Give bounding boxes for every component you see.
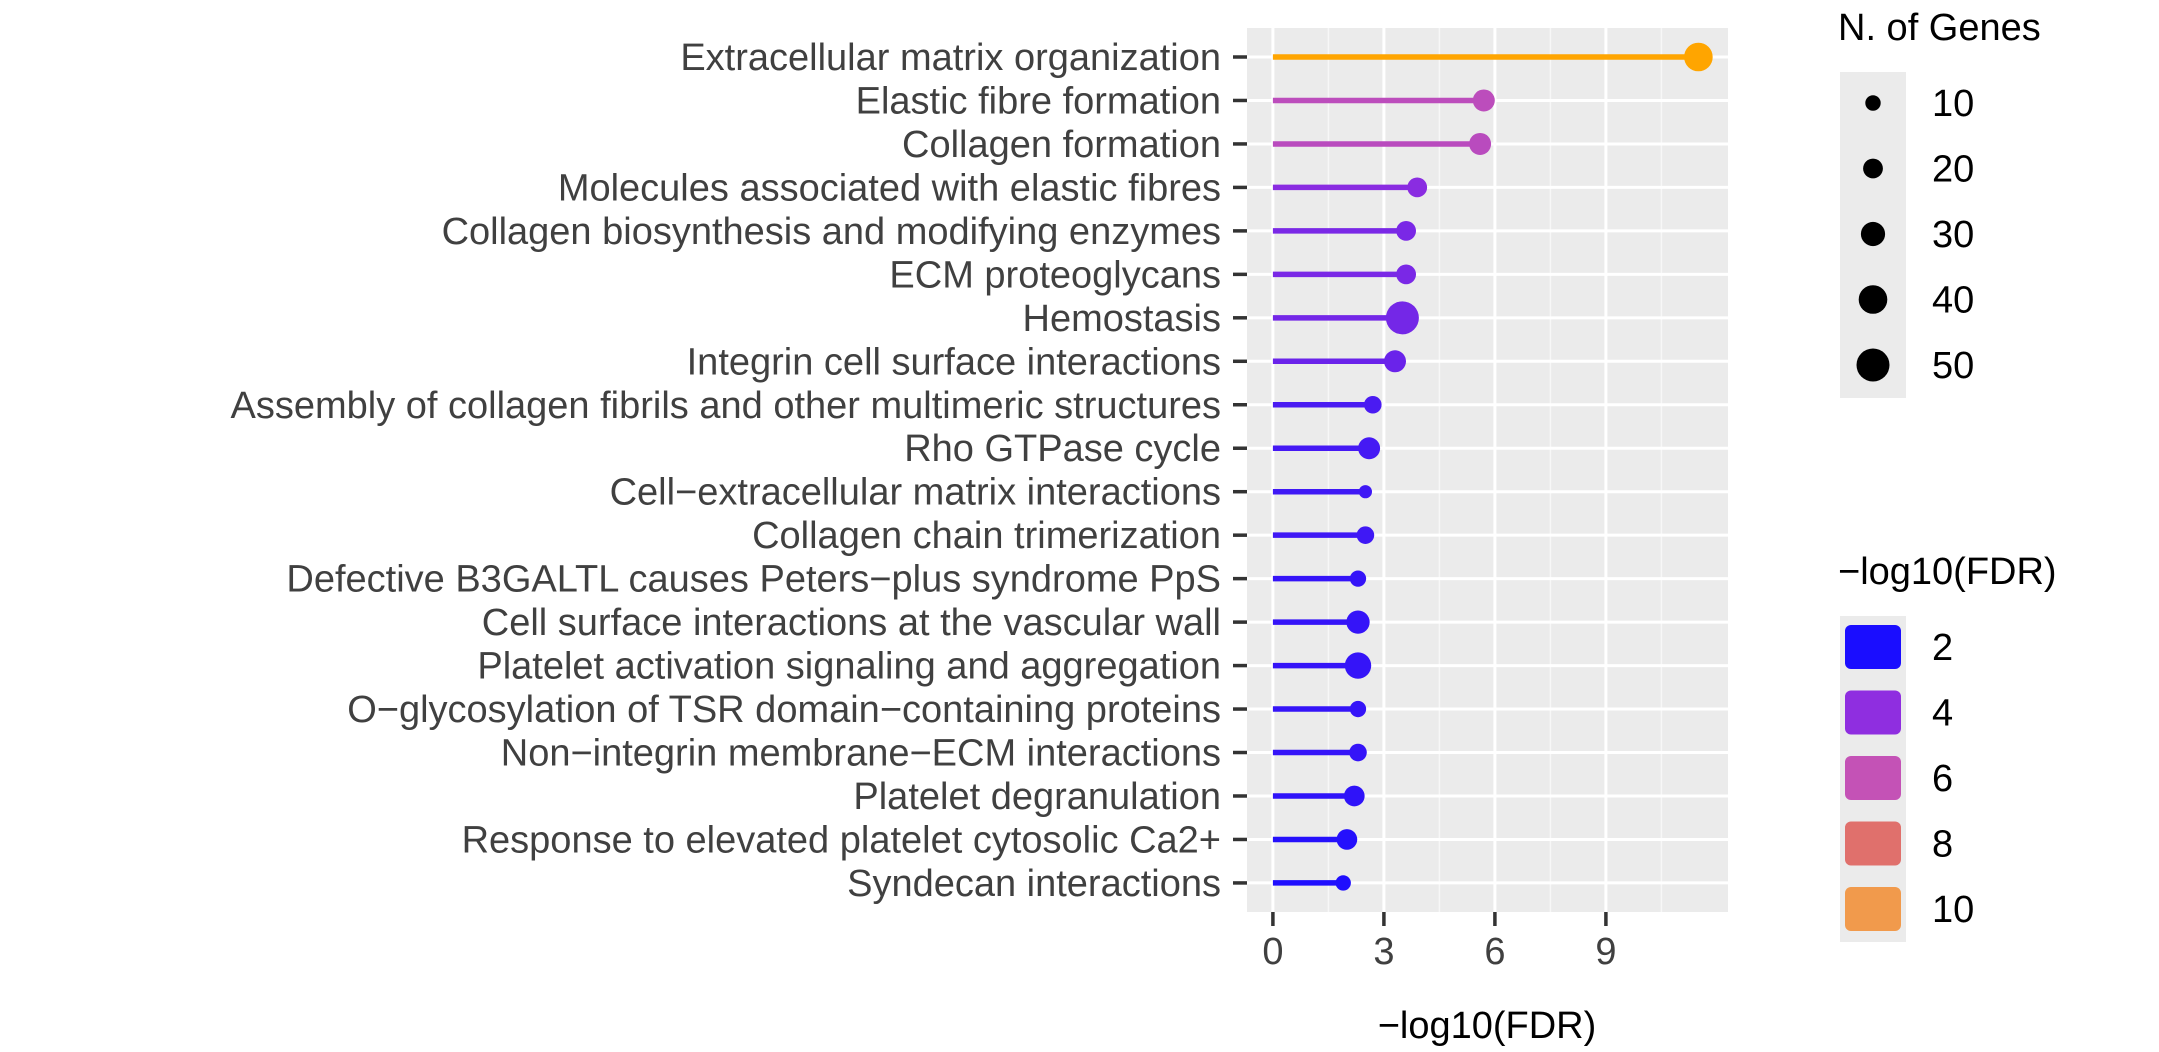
category-label: Collagen chain trimerization	[752, 515, 1221, 557]
color-legend-label: 4	[1932, 693, 1953, 735]
color-legend-key	[1845, 690, 1901, 735]
y-axis: Extracellular matrix organizationElastic…	[231, 37, 1247, 905]
size-legend-title: N. of Genes	[1838, 7, 2041, 49]
size-legend-key	[1856, 348, 1890, 382]
category-label: Platelet activation signaling and aggreg…	[477, 646, 1221, 688]
lollipop-series	[1272, 42, 1713, 891]
size-legend-key	[1860, 221, 1886, 247]
size-legend: N. of Genes 10 20 30 40 50	[1838, 7, 2041, 398]
size-legend-label: 20	[1932, 149, 1974, 191]
lollipop-point	[1472, 89, 1495, 112]
size-legend-label: 40	[1932, 280, 1974, 322]
lollipop-point	[1343, 785, 1365, 807]
color-legend-key	[1845, 821, 1901, 866]
size-legend-key	[1863, 158, 1883, 179]
lollipop-point	[1356, 526, 1375, 544]
category-label: O−glycosylation of TSR domain−containing…	[347, 689, 1221, 731]
category-label: Response to elevated platelet cytosolic …	[462, 819, 1221, 861]
size-legend-label: 10	[1932, 83, 1974, 125]
x-tick-label: 6	[1484, 931, 1505, 973]
category-label: Rho GTPase cycle	[904, 428, 1221, 470]
category-label: ECM proteoglycans	[889, 254, 1221, 296]
lollipop-point	[1407, 177, 1428, 198]
size-legend-label: 50	[1932, 345, 1974, 387]
size-legend-key	[1858, 285, 1888, 314]
lollipop-point	[1396, 220, 1416, 241]
lollipop-point	[1358, 437, 1381, 460]
x-axis-title: −log10(FDR)	[1378, 1005, 1597, 1047]
color-legend-label: 2	[1932, 627, 1953, 669]
category-label: Non−integrin membrane−ECM interactions	[501, 733, 1221, 775]
category-label: Integrin cell surface interactions	[687, 341, 1221, 383]
color-legend-label: 10	[1932, 889, 1974, 931]
lollipop-point	[1344, 652, 1372, 679]
category-label: Cell−extracellular matrix interactions	[610, 472, 1221, 514]
color-legend-label: 8	[1932, 824, 1953, 866]
color-legend-key	[1845, 625, 1901, 669]
color-legend-label: 6	[1932, 758, 1953, 800]
lollipop-point	[1385, 301, 1419, 335]
color-legend: −log10(FDR) 2 4 6 8 10	[1838, 551, 2057, 942]
lollipop-point	[1358, 485, 1372, 499]
category-label: Defective B3GALTL causes Peters−plus syn…	[286, 559, 1221, 601]
color-legend-key	[1845, 756, 1901, 800]
category-label: Assembly of collagen fibrils and other m…	[231, 385, 1222, 427]
lollipop-point	[1335, 875, 1351, 891]
lollipop-point	[1349, 700, 1367, 718]
lollipop-point	[1349, 743, 1367, 762]
category-label: Hemostasis	[1023, 298, 1222, 340]
category-label: Extracellular matrix organization	[680, 37, 1221, 79]
minor-gridlines	[1327, 28, 1663, 912]
category-label: Syndecan interactions	[847, 863, 1221, 905]
lollipop-point	[1396, 264, 1416, 285]
category-label: Platelet degranulation	[853, 776, 1221, 818]
x-tick-label: 0	[1262, 931, 1283, 973]
lollipop-point	[1469, 132, 1492, 155]
category-label: Molecules associated with elastic fibres	[558, 167, 1221, 209]
lollipop-point	[1349, 570, 1367, 587]
color-legend-title: −log10(FDR)	[1838, 551, 2057, 593]
category-label: Collagen biosynthesis and modifying enzy…	[442, 211, 1221, 253]
color-legend-key	[1845, 887, 1901, 931]
category-label: Collagen formation	[902, 124, 1221, 166]
x-axis: 0 3 6 9	[1262, 912, 1616, 973]
category-label: Elastic fibre formation	[856, 80, 1221, 122]
color-legend-items: 2 4 6 8 10	[1845, 625, 1974, 931]
category-label: Cell surface interactions at the vascula…	[482, 602, 1221, 644]
x-tick-label: 9	[1595, 931, 1616, 973]
size-legend-key	[1865, 95, 1881, 111]
size-legend-items: 10 20 30 40 50	[1856, 83, 1974, 387]
lollipop-point	[1684, 42, 1713, 72]
lollipop-point	[1364, 395, 1382, 414]
size-legend-label: 30	[1932, 214, 1974, 256]
lollipop-point	[1346, 610, 1370, 634]
lollipop-point	[1384, 350, 1406, 373]
lollipop-point	[1336, 829, 1358, 850]
plot-panel	[1247, 28, 1728, 912]
x-tick-label: 3	[1373, 931, 1394, 973]
